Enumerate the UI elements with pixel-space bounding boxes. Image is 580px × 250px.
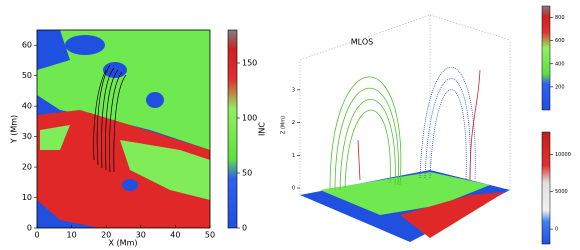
field-loops — [329, 67, 481, 191]
heatmap-image — [37, 30, 210, 228]
x-tick-label: 0 — [34, 231, 39, 240]
tick-label: 10000 — [555, 152, 571, 158]
tick-label: 600 — [555, 38, 565, 44]
tick-label: 0 — [555, 227, 558, 233]
tick-label: 30 — [22, 132, 32, 141]
tick-label: 5000 — [555, 189, 568, 195]
z-axis-label: Z (Mm) — [281, 116, 287, 134]
floor-red — [400, 192, 505, 238]
tick-label: 20 — [22, 163, 32, 172]
tick-label: 2 — [292, 120, 295, 126]
tick-label: 1 — [292, 153, 295, 159]
plot-frame — [36, 29, 211, 229]
floor-green — [320, 172, 490, 215]
tick-label: 400 — [555, 61, 565, 67]
tick-label: 0 — [242, 224, 247, 233]
x-tick-label: 30 — [136, 231, 146, 240]
colorbar — [227, 29, 238, 229]
x-tick-label: 50 — [205, 231, 215, 240]
tick-label: 10 — [22, 193, 32, 202]
tick-label: 50 — [22, 71, 32, 80]
tick-label: 40 — [22, 102, 32, 111]
tick-label: 3 — [292, 87, 295, 93]
tick-label: 0 — [27, 224, 32, 233]
x-axis-label: X (Mm) — [109, 239, 138, 248]
x-tick-label: 10 — [67, 231, 77, 240]
tick-label: 800 — [555, 15, 565, 21]
colorbar — [541, 131, 551, 245]
x-tick-label: 40 — [170, 231, 180, 240]
tick-label: 150 — [242, 59, 257, 68]
y-axis-label: Y (Mm) — [10, 115, 19, 144]
tick-label: 50 — [242, 169, 252, 178]
colorbar-label: INC — [258, 122, 267, 136]
x-tick-label: 20 — [101, 231, 111, 240]
box-3d — [299, 14, 511, 195]
tick-label: 200 — [555, 84, 565, 90]
colorbar — [541, 5, 551, 111]
tick-label: 100 — [242, 114, 257, 123]
tick-label: 60 — [22, 41, 32, 50]
plot-title: MLOS — [351, 38, 373, 47]
tick-label: 0 — [292, 186, 295, 192]
